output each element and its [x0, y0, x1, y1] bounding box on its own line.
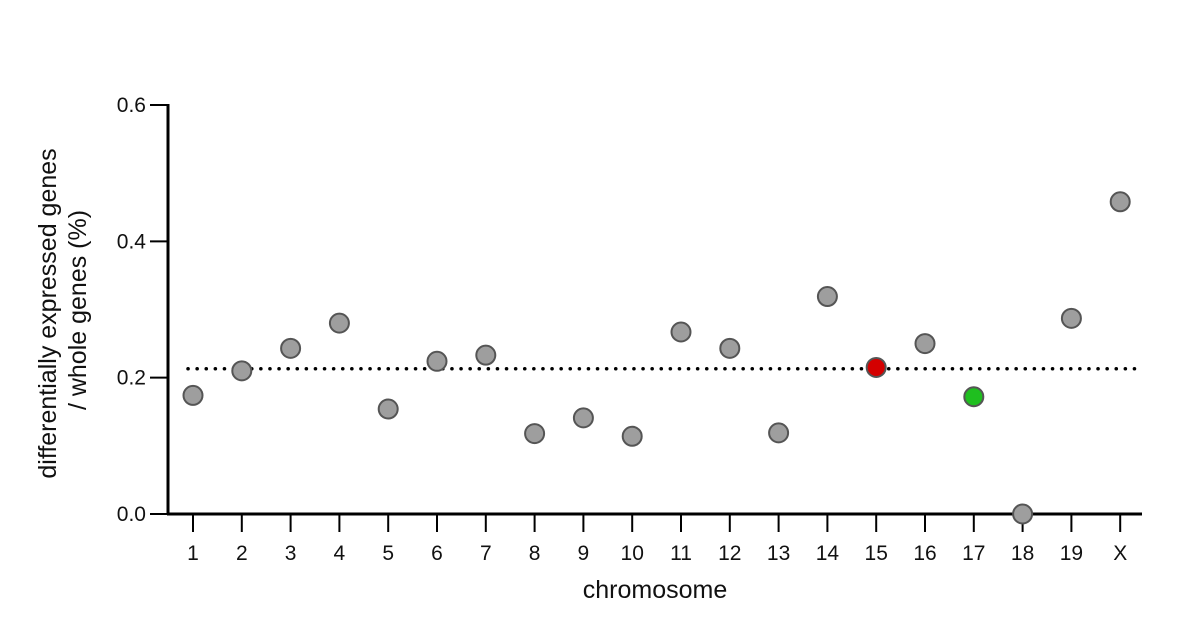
x-tick-label: 14 [816, 542, 840, 565]
data-point-15 [865, 356, 887, 378]
x-tick-label: 8 [529, 542, 541, 565]
data-point-9 [572, 407, 594, 429]
data-point-5 [377, 398, 399, 420]
y-tick-label: 0.4 [117, 230, 147, 253]
x-tick-label: 18 [1011, 542, 1034, 565]
x-tick-label: 3 [285, 542, 297, 565]
data-point-6 [426, 350, 448, 372]
data-point-2 [231, 360, 253, 382]
x-tick-label: 5 [382, 542, 394, 565]
data-point-X [1109, 191, 1131, 213]
data-point-18 [1012, 503, 1034, 525]
x-tick-label: 17 [962, 542, 985, 565]
data-point-13 [768, 422, 790, 444]
data-point-11 [670, 321, 692, 343]
y-axis: 0.0 0.2 0.4 0.6 [117, 94, 170, 526]
x-tick-label: 1 [187, 542, 199, 565]
data-point-1 [182, 384, 204, 406]
data-point-14 [816, 286, 838, 308]
x-tick-label: 16 [913, 542, 936, 565]
y-axis-title-line-1: differentially expressed genes [34, 148, 62, 478]
data-point-7 [475, 344, 497, 366]
x-tick-label: 6 [431, 542, 443, 565]
x-tick-label: 13 [767, 542, 790, 565]
data-point-12 [719, 337, 741, 359]
y-tick-label: 0.0 [117, 503, 146, 526]
y-tick-label: 0.2 [117, 367, 146, 390]
y-tick-label: 0.6 [117, 94, 146, 117]
data-point-17 [963, 386, 985, 408]
x-tick-label: 10 [621, 542, 644, 565]
x-tick-label: 19 [1060, 542, 1083, 565]
data-point-3 [280, 337, 302, 359]
data-point-10 [621, 425, 643, 447]
data-point-8 [524, 423, 546, 445]
x-axis: 1 2 3 4 5 6 7 8 9 10 11 12 13 14 15 16 17 18 19 X [167, 512, 1142, 565]
y-axis-title: differentially expressed genes / whole g… [34, 141, 92, 478]
data-point-19 [1060, 307, 1082, 329]
x-tick-label: 11 [670, 542, 692, 565]
x-tick-label: 15 [865, 542, 888, 565]
x-tick-label: X [1113, 542, 1127, 565]
data-point-4 [328, 312, 350, 334]
x-tick-label: 2 [236, 542, 248, 565]
x-tick-label: 4 [334, 542, 346, 565]
data-points [182, 191, 1131, 525]
x-tick-label: 9 [578, 542, 590, 565]
data-point-16 [914, 333, 936, 355]
x-tick-label: 7 [480, 542, 492, 565]
x-axis-title: chromosome [583, 576, 728, 604]
y-axis-title-line-2: / whole genes (%) [64, 210, 92, 410]
x-tick-label: 12 [718, 542, 741, 565]
